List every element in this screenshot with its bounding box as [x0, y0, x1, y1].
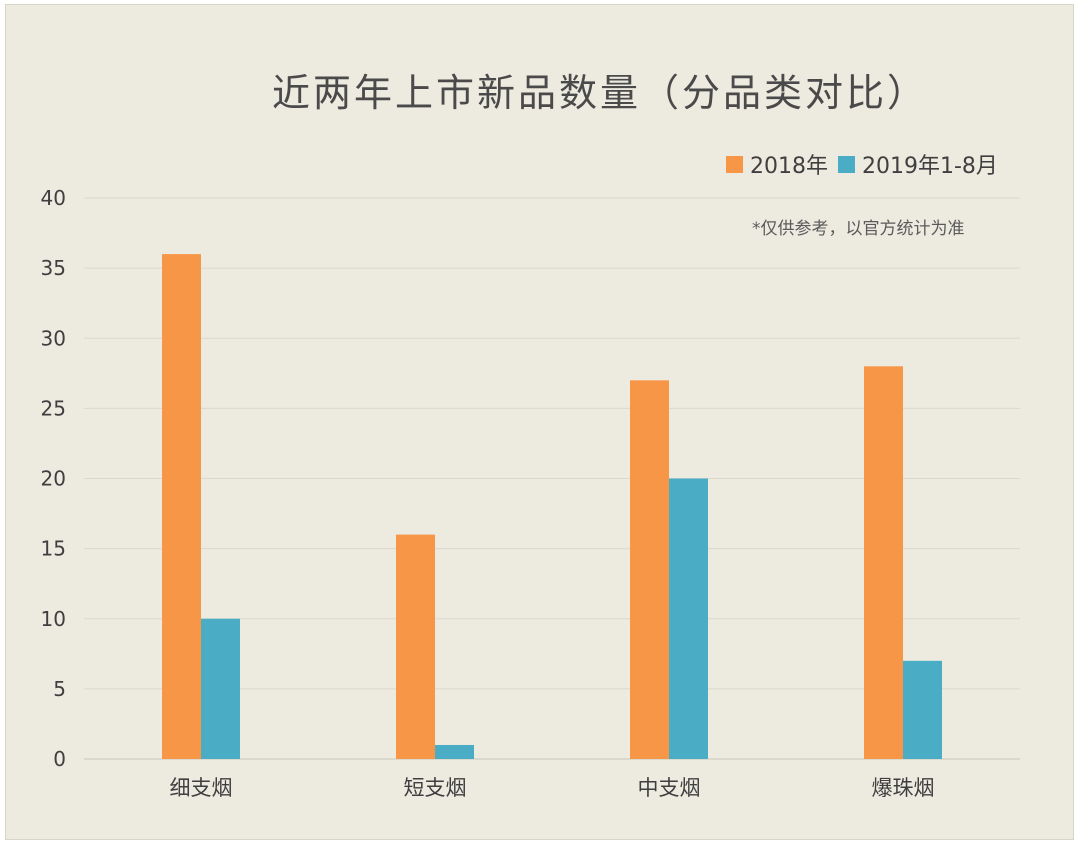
y-tick-label: 10	[41, 607, 66, 631]
x-category-label: 爆珠烟	[872, 776, 935, 800]
bar-2018-3	[864, 366, 903, 759]
y-tick-label: 20	[41, 467, 66, 491]
bar-2018-1	[396, 534, 435, 759]
bar-2019-1	[435, 744, 474, 759]
x-category-label: 细支烟	[170, 776, 233, 800]
x-category-label: 中支烟	[638, 776, 701, 800]
legend-swatch-2019	[838, 155, 855, 173]
bar-2019-3	[903, 660, 942, 759]
chart-title: 近两年上市新品数量（分品类对比）	[271, 71, 928, 115]
bar-2019-2	[669, 478, 708, 759]
bar-2018-0	[162, 254, 201, 759]
x-category-label: 短支烟	[404, 776, 467, 800]
bar-2018-2	[630, 380, 669, 759]
legend-item-2019: 2019年1-8月	[838, 148, 998, 180]
y-tick-label: 30	[41, 326, 66, 350]
chart-note: *仅供参考，以官方统计为准	[752, 219, 965, 239]
y-tick-label: 5	[53, 677, 66, 701]
legend-swatch-2018	[726, 155, 743, 173]
legend: 2018年 2019年1-8月	[726, 148, 1008, 180]
legend-label-2018: 2018年	[750, 154, 828, 179]
y-tick-label: 15	[41, 537, 66, 561]
y-tick-label: 25	[41, 396, 66, 420]
y-tick-label: 40	[41, 186, 66, 210]
bar-2019-0	[201, 618, 240, 759]
legend-item-2018: 2018年	[726, 148, 828, 180]
y-tick-label: 0	[53, 747, 66, 771]
y-tick-label: 35	[41, 256, 66, 280]
legend-label-2019: 2019年1-8月	[862, 154, 998, 179]
